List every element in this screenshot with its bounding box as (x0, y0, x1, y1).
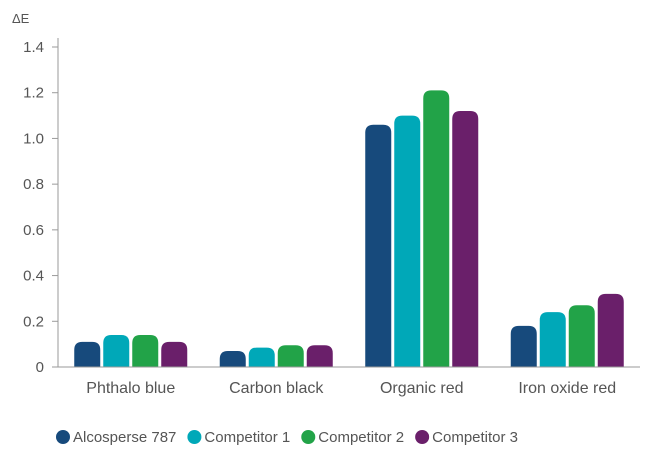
y-tick-label: 0.2 (23, 313, 44, 330)
x-axis: Phthalo blue Carbon black Organic red Iron … (86, 380, 616, 397)
legend-item: Alcosperse 787 (56, 429, 176, 446)
legend: Alcosperse 787 Competitor 1 Competitor 2 Co… (56, 429, 518, 446)
bar-0-3 (161, 341, 188, 367)
bar-2-0 (365, 124, 392, 367)
legend-item: Competitor 3 (415, 429, 518, 446)
y-tick-label: 1.0 (23, 130, 44, 147)
legend-label: Competitor 3 (432, 429, 518, 446)
bar-0-1 (103, 335, 130, 367)
x-tick-label: Phthalo blue (86, 380, 175, 397)
bars (74, 90, 624, 367)
y-tick-label: 0.6 (23, 222, 44, 239)
bar-2-2 (423, 90, 450, 367)
bar-3-1 (539, 312, 566, 367)
bar-1-1 (248, 347, 275, 367)
y-tick-label: 0.4 (23, 268, 44, 285)
legend-label: Alcosperse 787 (73, 429, 176, 446)
y-tick-label: 0.8 (23, 176, 44, 193)
legend-swatch (301, 430, 316, 444)
bar-1-3 (306, 345, 333, 367)
legend-label: Competitor 2 (318, 429, 404, 446)
legend-swatch (56, 430, 70, 444)
x-tick-label: Iron oxide red (518, 380, 616, 397)
bar-3-2 (568, 305, 595, 367)
bar-2-3 (452, 111, 479, 367)
y-axis-label: ΔE (12, 11, 30, 26)
bar-1-0 (219, 351, 246, 367)
bar-3-0 (510, 325, 537, 367)
bar-2-1 (394, 115, 421, 367)
y-tick-label: 0 (36, 359, 44, 376)
legend-item: Competitor 1 (187, 429, 290, 446)
legend-swatch (415, 430, 430, 444)
y-axis: 0 0.2 0.4 0.6 0.8 1.0 1.2 1.4 (23, 38, 59, 376)
legend-label: Competitor 1 (204, 429, 290, 446)
legend-item: Competitor 2 (301, 429, 404, 446)
x-tick-label: Organic red (380, 380, 464, 397)
bar-3-3 (597, 293, 624, 367)
y-tick-label: 1.4 (23, 39, 44, 56)
x-tick-label: Carbon black (229, 380, 324, 397)
bar-0-2 (132, 335, 159, 367)
bar-0-0 (74, 341, 101, 367)
bar-1-2 (277, 345, 304, 367)
y-tick-label: 1.2 (23, 85, 44, 102)
legend-swatch (187, 430, 202, 444)
